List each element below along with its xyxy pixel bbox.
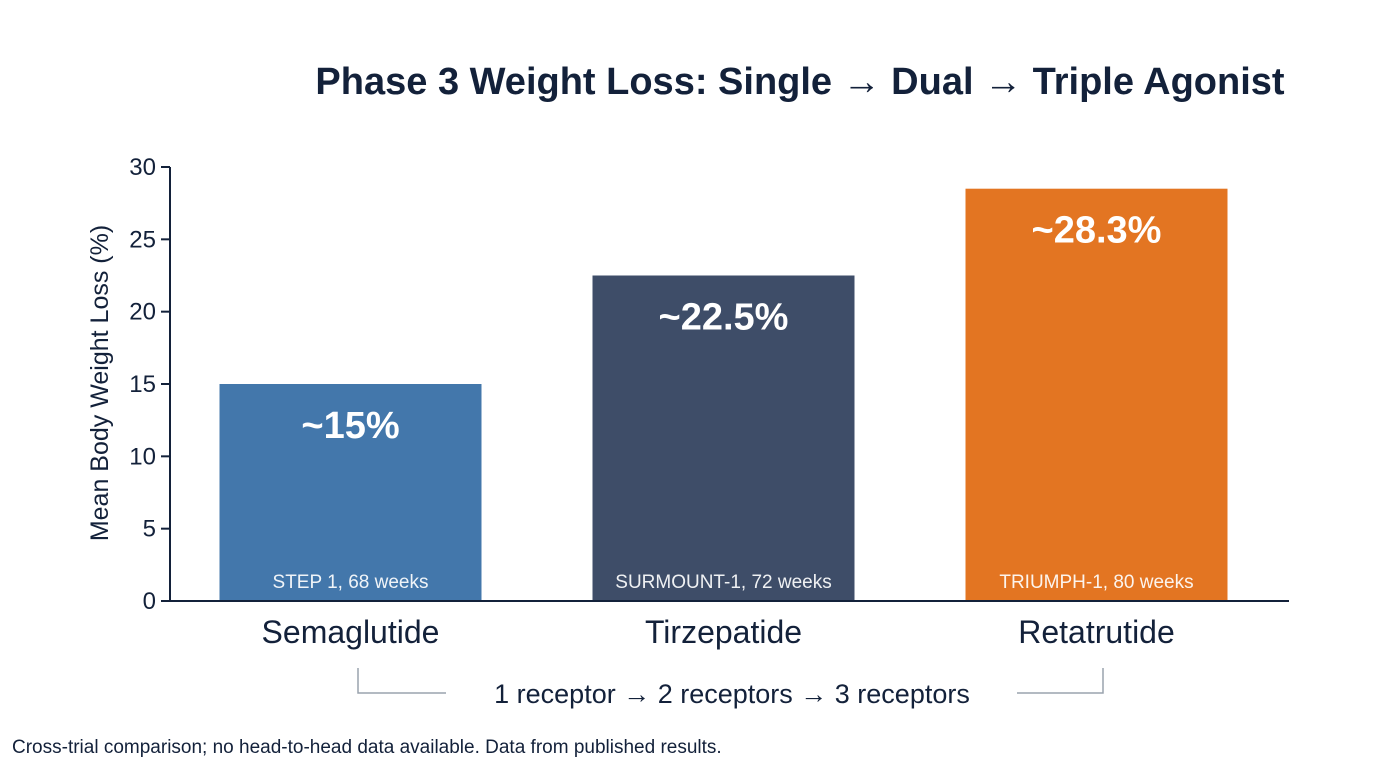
receptor-progression-label: 1 receptor → 2 receptors → 3 receptors: [494, 679, 970, 709]
bar-value-label: ~22.5%: [659, 297, 789, 339]
y-tick-label: 30: [129, 154, 156, 181]
bar-group-tirzepatide: ~22.5% SURMOUNT-1, 72 weeks: [592, 275, 855, 601]
y-tick-label: 15: [129, 371, 156, 398]
bars: ~15% STEP 1, 68 weeks ~22.5% SURMOUNT-1, 72…: [219, 188, 1228, 601]
x-category-label: Retatrutide: [1018, 614, 1175, 650]
footnote: Cross-trial comparison; no head-to-head …: [12, 737, 722, 758]
x-axis-categories: Semaglutide Tirzepatide Retatrutide: [262, 614, 1175, 650]
receptor-progression-annotation: 1 receptor → 2 receptors → 3 receptors: [357, 668, 1104, 709]
bar-semaglutide: [219, 384, 482, 601]
y-tick-label: 5: [143, 516, 156, 543]
bar-value-label: ~28.3%: [1032, 210, 1162, 252]
y-tick-label: 0: [143, 588, 156, 615]
x-category-label: Semaglutide: [262, 614, 440, 650]
x-category-label: Tirzepatide: [645, 614, 802, 650]
annotation-bracket-right: [1017, 668, 1104, 694]
bar-trial-label: TRIUMPH-1, 80 weeks: [999, 572, 1193, 593]
y-axis-label: Mean Body Weight Loss (%): [86, 225, 114, 541]
y-axis: 0 5 10 15 20 25 30: [129, 154, 171, 615]
bar-group-semaglutide: ~15% STEP 1, 68 weeks: [219, 384, 482, 601]
bar-group-retatrutide: ~28.3% TRIUMPH-1, 80 weeks: [965, 188, 1228, 601]
bar-trial-label: SURMOUNT-1, 72 weeks: [615, 572, 831, 593]
y-tick-label: 10: [129, 443, 156, 470]
annotation-bracket-left: [357, 668, 446, 694]
chart-title: Phase 3 Weight Loss: Single → Dual → Tri…: [315, 61, 1284, 103]
bar-tirzepatide: [592, 275, 855, 601]
bar-trial-label: STEP 1, 68 weeks: [273, 572, 429, 593]
y-tick-label: 25: [129, 226, 156, 253]
y-tick-label: 20: [129, 299, 156, 326]
bar-retatrutide: [965, 188, 1228, 601]
bar-value-label: ~15%: [301, 405, 399, 447]
